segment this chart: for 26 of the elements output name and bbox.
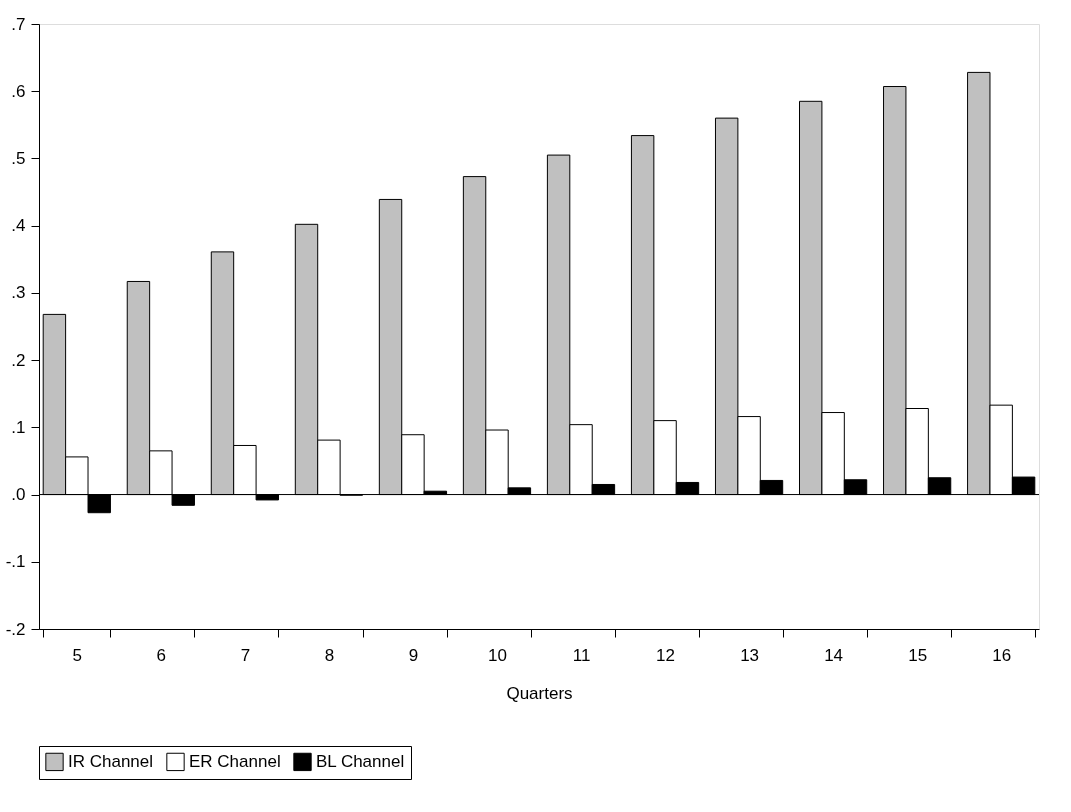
x-tick-label: 12 bbox=[656, 645, 676, 665]
x-tick-label: 13 bbox=[740, 645, 760, 665]
y-tick-label: .3 bbox=[11, 283, 26, 303]
y-tick-label: .1 bbox=[11, 417, 26, 437]
x-axis-title: Quarters bbox=[506, 683, 573, 703]
x-tick-label: 11 bbox=[572, 645, 591, 665]
x-tick-label: 10 bbox=[488, 645, 507, 665]
y-tick-label: .5 bbox=[11, 148, 26, 168]
legend-label: ER Channel bbox=[189, 751, 281, 771]
x-tick-label: 7 bbox=[240, 645, 251, 665]
y-tick-label: -.2 bbox=[5, 619, 26, 639]
y-tick-label: -.1 bbox=[5, 552, 26, 572]
x-tick-label: 15 bbox=[908, 645, 928, 665]
y-tick-label: .7 bbox=[11, 14, 26, 34]
y-tick-label: .4 bbox=[11, 216, 26, 236]
y-tick-label: .6 bbox=[11, 81, 26, 101]
x-tick-label: 5 bbox=[72, 645, 83, 665]
y-tick-label: .2 bbox=[11, 350, 26, 370]
legend-label: BL Channel bbox=[316, 751, 405, 771]
x-tick-label: 16 bbox=[992, 645, 1012, 665]
legend-label: IR Channel bbox=[68, 751, 154, 771]
y-tick-label: .0 bbox=[11, 485, 26, 505]
x-tick-label: 14 bbox=[824, 645, 844, 665]
x-tick-label: 8 bbox=[324, 645, 335, 665]
x-tick-label: 9 bbox=[408, 645, 419, 665]
x-tick-label: 6 bbox=[156, 645, 167, 665]
